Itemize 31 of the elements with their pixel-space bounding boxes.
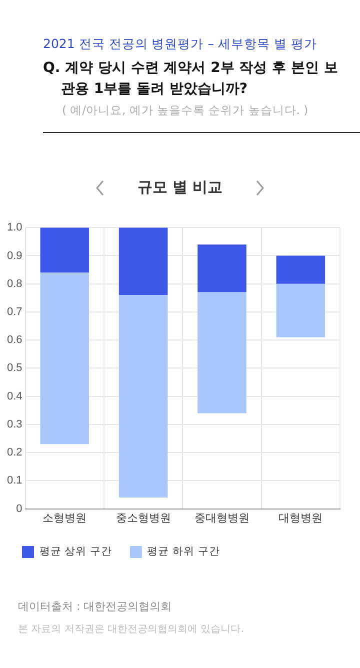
- y-tick-label: 0.7: [6, 306, 22, 318]
- y-tick-label: 0.3: [6, 418, 22, 430]
- x-tick-label: 중대형병원: [194, 511, 250, 524]
- y-tick-label: 0.1: [6, 474, 22, 487]
- y-tick-label: 0.5: [6, 362, 22, 374]
- y-tick-label: 0.2: [6, 446, 22, 459]
- x-tick-label: 대형병원: [278, 511, 323, 524]
- legend-label: 평균 상위 구간: [39, 546, 112, 558]
- text: 규모 별 비교: [136, 178, 224, 197]
- bar: [198, 244, 246, 292]
- x-tick-label: 중소형병원: [116, 511, 171, 524]
- chart-title: Q. 계약 당시 수련 계약서 2부 작성 후 본인 보관용 1부를 돌려 받았습니까?: [43, 59, 339, 99]
- chart-subtitle: ( 예/아니요, 예가 높을수록 순위가 높습니다. ): [62, 103, 308, 118]
- x-tick-label: 소형병원: [42, 511, 87, 524]
- text: 데이터출처 : 대한전공의협의회: [18, 599, 172, 614]
- text: 본 자료의 저작권은 대한전공의협의회에 있습니다.: [18, 623, 244, 636]
- y-tick-label: 0.9: [6, 250, 22, 262]
- bar: [118, 295, 168, 498]
- y-tick-label: 0.6: [6, 334, 22, 346]
- bar: [276, 256, 326, 284]
- y-tick-label: 0: [16, 502, 22, 515]
- text: 2021 전국 전공의 병원평가 – 세부항목 별 평가: [43, 36, 317, 53]
- y-tick-label: 0.4: [6, 390, 22, 402]
- y-tick-label: 1.0: [6, 222, 22, 234]
- legend-label: 평균 하위 구간: [147, 546, 220, 558]
- bar: [118, 228, 168, 296]
- bar: [40, 272, 90, 444]
- y-tick-label: 0.8: [6, 278, 22, 290]
- bar: [40, 228, 90, 273]
- bar: [276, 284, 326, 338]
- bar: [198, 292, 246, 414]
